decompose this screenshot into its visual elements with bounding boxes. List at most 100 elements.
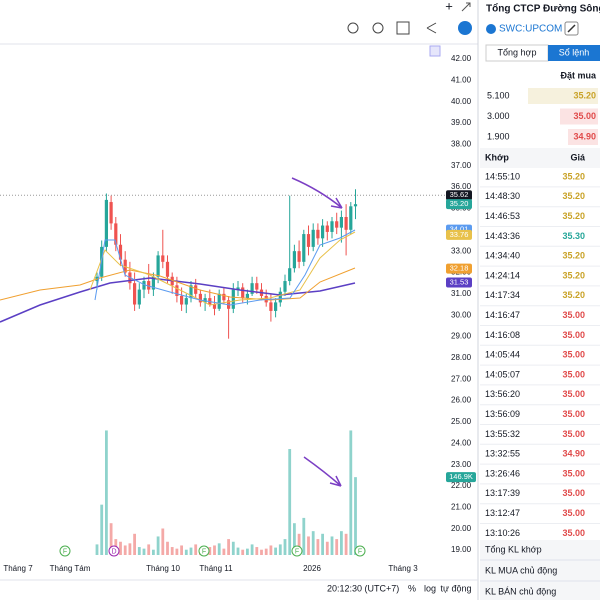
tab-label: Sổ lệnh [559, 47, 590, 57]
trade-price: 35.00 [562, 350, 585, 360]
y-tick-label: 26.00 [451, 396, 472, 405]
zoom-icon[interactable] [347, 22, 359, 34]
candle-body [133, 283, 137, 305]
price-tag [446, 199, 472, 210]
bottom-auto[interactable]: tự động [440, 583, 471, 593]
event-marker[interactable] [59, 545, 71, 557]
panel-title: Tổng CTCP Đường Sông [486, 3, 600, 15]
annotation-arrow [291, 177, 343, 209]
y-tick-label: 27.00 [451, 374, 472, 383]
volume-bar [274, 547, 277, 555]
trade-price: 35.20 [562, 211, 585, 221]
volume-bar [325, 541, 329, 555]
candle-body [335, 221, 339, 228]
trade-price: 35.00 [562, 488, 585, 498]
candle-body [184, 298, 188, 305]
volume-bar [137, 547, 141, 555]
trade-price: 35.20 [562, 251, 585, 261]
y-tick-label: 29.00 [451, 332, 472, 341]
volume-bar [311, 531, 315, 555]
price-tag-label: 32.18 [450, 264, 469, 273]
volume-bar [302, 517, 306, 555]
y-tick-label: 19.00 [451, 545, 472, 554]
trade-price: 35.00 [562, 389, 585, 399]
side-panel: Tổng CTCP Đường Sông SWC:UPCOM Tổng hợp Sổ … [480, 3, 600, 600]
price-tag-label: 31.53 [450, 278, 469, 287]
trade-time: 14:55:10 [485, 171, 520, 181]
volume-bar [105, 430, 108, 555]
trade-time: 14:43:36 [485, 231, 520, 241]
event-label: F [63, 548, 67, 555]
candle-body [151, 276, 155, 290]
bid-volume: 1.900 [487, 131, 510, 141]
volume-bar [100, 504, 104, 555]
volume-bar [297, 533, 301, 555]
fullscreen-icon[interactable] [396, 21, 410, 35]
trade-price: 35.00 [562, 409, 585, 419]
candle-body [175, 285, 179, 296]
scale-button[interactable] [429, 45, 441, 57]
volume-bar [260, 549, 263, 555]
candle-body [189, 285, 193, 299]
candle-body [330, 221, 334, 232]
volume-bar [222, 548, 226, 555]
candle-body [311, 229, 315, 247]
bid-depth-bar [568, 129, 598, 145]
trade-price: 35.20 [562, 171, 585, 181]
y-tick-label: 30.00 [451, 310, 472, 319]
volume-bar [194, 544, 198, 555]
add-button[interactable]: + [445, 0, 453, 13]
volume-bar [278, 544, 282, 555]
event-marker[interactable] [354, 545, 366, 557]
event-marker[interactable] [108, 545, 120, 557]
trade-time: 13:10:26 [485, 528, 520, 538]
candle-body [255, 283, 259, 290]
candle-body [353, 204, 358, 207]
candle-body [236, 287, 240, 290]
event-marker[interactable] [291, 545, 303, 557]
candle-body [316, 229, 320, 239]
trade-time: 14:48:30 [485, 191, 520, 201]
trade-header-bg [480, 148, 600, 168]
volume-bar [213, 545, 216, 555]
trade-price: 35.00 [562, 468, 585, 478]
y-tick-label: 28.00 [451, 353, 472, 362]
share-icon[interactable] [426, 22, 437, 34]
trade-price: 35.00 [562, 429, 585, 439]
y-tick-label: 24.00 [451, 438, 472, 447]
volume-bar [142, 548, 146, 555]
trade-time: 13:56:09 [485, 409, 520, 419]
ma-short [89, 231, 356, 306]
event-marker[interactable] [198, 545, 210, 557]
expand-icon[interactable] [461, 2, 471, 12]
candle-body [269, 302, 273, 311]
y-tick-label: 33.00 [451, 246, 472, 255]
event-label: F [295, 548, 299, 555]
bid-volume: 3.000 [487, 111, 510, 121]
bid-price: 35.20 [573, 90, 596, 100]
bottom-log[interactable]: log [424, 583, 436, 593]
candle-body [302, 234, 306, 262]
footer-label: Tổng KL khớp [485, 544, 542, 554]
price-tag-label: 34.01 [450, 225, 469, 234]
bottom-percent[interactable]: % [408, 583, 416, 593]
x-tick-label: Tháng 11 [199, 564, 233, 573]
trade-price: 35.00 [562, 369, 585, 379]
volume-bar [236, 547, 240, 555]
ma-fast [94, 229, 356, 306]
trade-time: 13:26:46 [485, 468, 520, 478]
volume-bar [217, 543, 221, 555]
trade-time: 14:05:07 [485, 369, 520, 379]
settings-icon[interactable] [372, 22, 384, 34]
volume-bar [255, 547, 259, 555]
price-tag [446, 263, 472, 274]
trade-header: Khớp [485, 152, 509, 162]
candle-body [344, 216, 348, 230]
trade-time: 13:55:32 [485, 429, 520, 439]
y-tick-label: 25.00 [451, 417, 472, 426]
tab-active[interactable] [548, 45, 600, 61]
bottom-time: 20:12:30 (UTC+7) [327, 583, 399, 593]
price-chart: 42.0041.0040.0039.0038.0037.0036.0035.00… [0, 54, 476, 593]
trade-time: 13:56:20 [485, 389, 520, 399]
volume-bar [128, 543, 132, 555]
